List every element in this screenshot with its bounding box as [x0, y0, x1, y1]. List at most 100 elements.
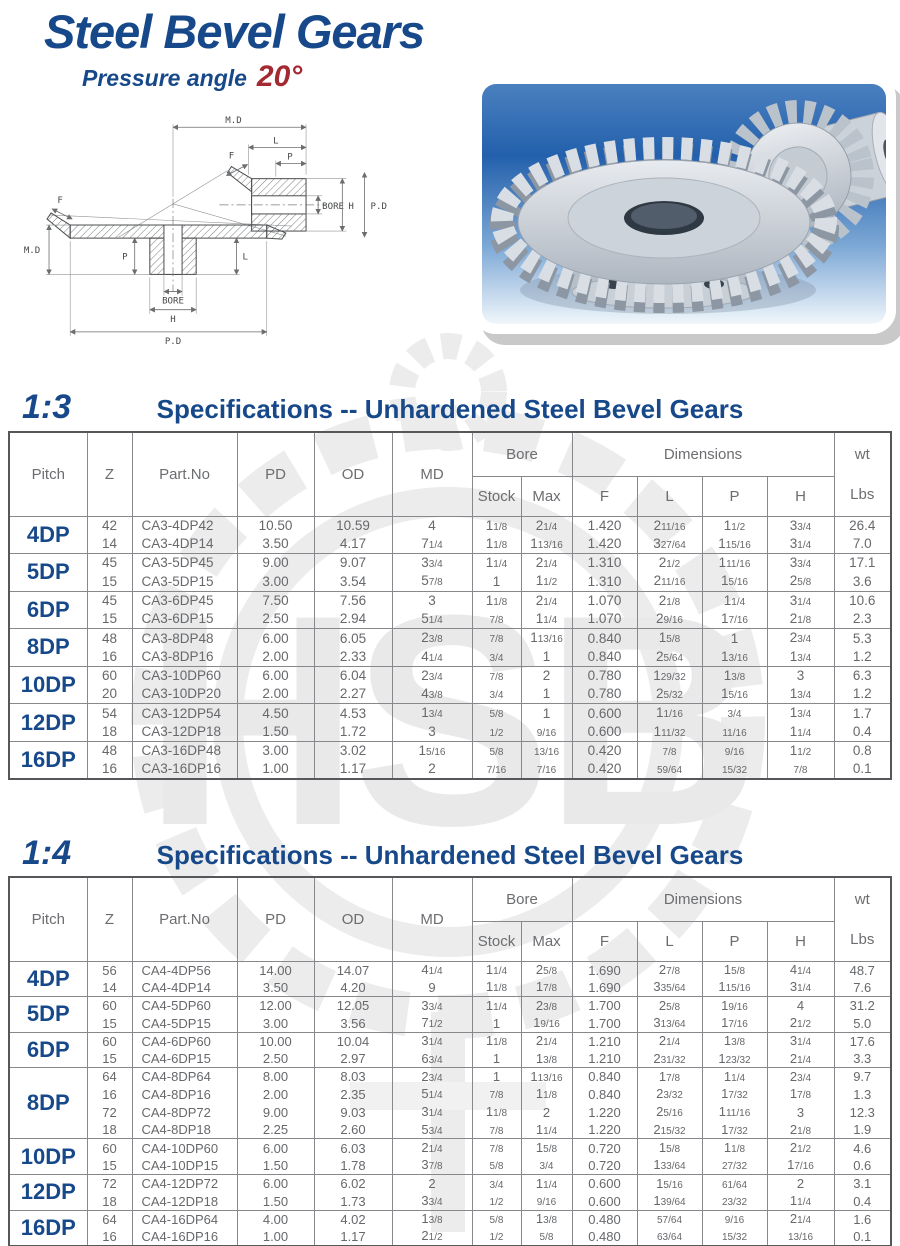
- part-no-cell: CA3-10DP20: [131, 685, 238, 704]
- pd-cell: 3.00: [236, 740, 315, 761]
- max-cell: 13/8: [520, 1049, 573, 1068]
- od-cell: 6.03: [313, 1138, 393, 1157]
- part-no-cell: CA3-8DP48: [131, 628, 238, 648]
- stock-cell: 11/4: [471, 960, 522, 979]
- h-cell: 13/16: [766, 1227, 835, 1246]
- col-header-dimensions: Dimensions: [571, 431, 835, 477]
- spec-row: 16DP 64 CA4-16DP64 4.00 4.02 13/8 5/8 13/8 0.480…: [8, 1209, 892, 1246]
- od-cell: 10.04: [313, 1031, 393, 1050]
- part-no-cell: CA4-4DP56: [131, 960, 238, 979]
- pitch-cell: 16DP: [8, 1209, 88, 1246]
- pd-cell: 6.00: [236, 628, 315, 648]
- part-no-cell: CA4-12DP72: [131, 1174, 238, 1193]
- f-cell: 0.720: [571, 1138, 638, 1157]
- stock-cell: 5/8: [471, 1209, 522, 1228]
- pd-cell: 3.00: [236, 1014, 315, 1033]
- max-cell: 9/16: [520, 722, 573, 742]
- h-cell: 11/4: [766, 1192, 835, 1211]
- wt-cell: 9.7: [833, 1067, 892, 1086]
- part-no-cell: CA4-5DP15: [131, 1014, 238, 1033]
- part-no-cell: CA3-4DP42: [131, 515, 238, 535]
- f-cell: 1.310: [571, 572, 638, 592]
- dim-label-p-left: P: [122, 252, 128, 262]
- l-cell: 25/16: [636, 1103, 703, 1122]
- part-no-cell: CA4-8DP72: [131, 1103, 238, 1122]
- l-cell: 27/8: [636, 960, 703, 979]
- max-cell: 13/16: [520, 740, 573, 761]
- stock-cell: 1/2: [471, 1192, 522, 1211]
- h-cell: 21/2: [766, 1014, 835, 1033]
- max-cell: 9/16: [520, 1192, 573, 1211]
- p-cell: 11/4: [701, 1067, 768, 1086]
- pd-cell: 6.00: [236, 665, 315, 686]
- pressure-angle-text: Pressure angle: [82, 65, 247, 91]
- max-cell: 3/4: [520, 1156, 573, 1175]
- pressure-angle-value: 20°: [256, 60, 303, 93]
- pd-cell: 2.00: [236, 647, 315, 667]
- l-cell: 21/2: [636, 553, 703, 573]
- spec-row: 72 CA4-8DP72 9.00 9.03 31/4 11/8 2 1.220 25/16 11…: [9, 1103, 892, 1122]
- l-cell: 327/64: [636, 534, 703, 554]
- spec-row: 5DP 60 CA4-5DP60 12.00 12.05 33/4 11/4 23/8 1.70…: [8, 996, 892, 1033]
- md-cell: 3: [391, 590, 473, 610]
- md-cell: 31/4: [391, 1031, 473, 1050]
- max-cell: 113/16: [520, 534, 573, 554]
- p-cell: 17/32: [701, 1085, 768, 1104]
- z-cell: 60: [86, 1138, 133, 1157]
- md-cell: 23/4: [391, 1067, 473, 1086]
- col-header-pd: PD: [236, 876, 315, 962]
- p-cell: 15/16: [701, 685, 768, 704]
- wt-cell: 26.4: [833, 515, 892, 535]
- od-cell: 6.02: [313, 1174, 393, 1193]
- wt-cell: 1.2: [833, 647, 892, 667]
- col-header-p: P: [701, 475, 768, 517]
- md-cell: 15/16: [391, 740, 473, 761]
- max-cell: 113/16: [520, 1067, 573, 1086]
- pitch-cell: 4DP: [8, 960, 88, 997]
- part-no-cell: CA3-5DP15: [131, 572, 238, 592]
- wt-cell: 0.4: [833, 722, 892, 742]
- lbs-label: Lbs: [850, 485, 875, 503]
- z-cell: 15: [86, 609, 133, 629]
- z-cell: 15: [86, 572, 133, 592]
- part-no-cell: CA4-8DP16: [131, 1085, 238, 1104]
- stock-cell: 7/8: [471, 1121, 522, 1139]
- z-cell: 15: [86, 1049, 133, 1068]
- max-cell: 25/8: [520, 960, 573, 979]
- pd-cell: 8.00: [236, 1067, 315, 1086]
- col-header-z: Z: [86, 431, 133, 517]
- l-cell: 57/64: [636, 1209, 703, 1228]
- col-header-p: P: [701, 920, 768, 962]
- md-cell: 13/8: [391, 1209, 473, 1228]
- f-cell: 0.840: [571, 1067, 638, 1086]
- h-cell: 21/4: [766, 1049, 835, 1068]
- col-header-bore: Bore: [471, 431, 573, 477]
- stock-cell: 11/8: [471, 978, 522, 997]
- pd-cell: 1.50: [236, 1156, 315, 1175]
- pd-cell: 2.00: [236, 1085, 315, 1104]
- l-cell: 29/16: [636, 609, 703, 629]
- f-cell: 1.220: [571, 1103, 638, 1122]
- wt-cell: 6.3: [833, 665, 892, 686]
- md-cell: 51/4: [391, 609, 473, 629]
- dim-label-h-bottom: H: [170, 315, 175, 325]
- od-cell: 2.33: [313, 647, 393, 667]
- md-cell: 63/4: [391, 1049, 473, 1068]
- od-cell: 10.59: [313, 515, 393, 535]
- spec-row: 14 CA4-4DP14 3.50 4.20 9 11/8 17/8 1.690 335/64 1…: [9, 978, 892, 997]
- col-header-l: L: [636, 920, 703, 962]
- spec-row: 8DP 48 CA3-8DP48 6.00 6.05 23/8 7/8 113/16 0.840…: [8, 628, 892, 667]
- l-cell: 25/32: [636, 685, 703, 704]
- part-no-cell: CA4-6DP15: [131, 1049, 238, 1068]
- max-cell: 21/4: [520, 1031, 573, 1050]
- max-cell: 15/8: [520, 1138, 573, 1157]
- p-cell: 61/64: [701, 1174, 768, 1193]
- md-cell: 3: [391, 722, 473, 742]
- p-cell: 15/16: [701, 572, 768, 592]
- p-cell: 115/16: [701, 534, 768, 554]
- md-cell: 21/2: [391, 1227, 473, 1246]
- dim-label-bore-right: BORE: [322, 202, 344, 212]
- spec-row: 16 CA4-16DP16 1.00 1.17 21/2 1/2 5/8 0.480 63/64…: [9, 1227, 892, 1246]
- pd-cell: 2.25: [236, 1121, 315, 1139]
- p-cell: 9/16: [701, 740, 768, 761]
